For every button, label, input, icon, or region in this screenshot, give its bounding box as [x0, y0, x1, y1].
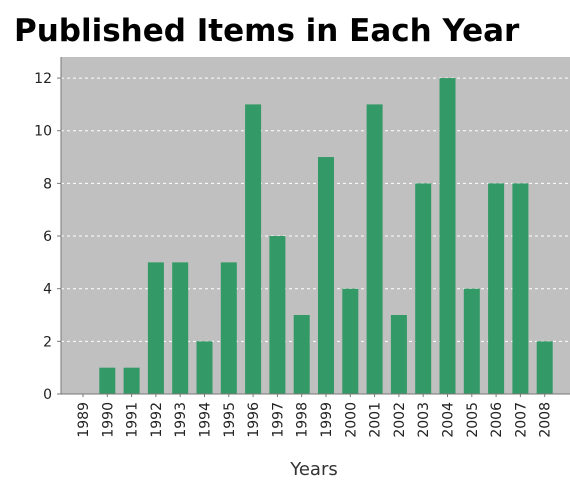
x-tick-label-2000: 2000	[343, 402, 359, 438]
x-tick-label-1996: 1996	[246, 402, 262, 438]
x-tick-label-1991: 1991	[125, 402, 141, 438]
y-tick-label: 2	[43, 334, 52, 350]
y-tick-label: 0	[43, 387, 52, 403]
y-tick-label: 8	[43, 176, 52, 192]
x-tick-label-2002: 2002	[392, 402, 408, 438]
bar-1999	[318, 157, 334, 394]
bar-1993	[172, 262, 188, 394]
x-tick-label-1994: 1994	[198, 402, 214, 438]
y-tick-label: 10	[34, 124, 52, 140]
x-tick-label-2005: 2005	[465, 402, 481, 438]
bar-2006	[488, 183, 504, 394]
bar-1990	[99, 368, 115, 394]
bar-2000	[342, 289, 358, 394]
y-tick-label: 12	[34, 71, 52, 87]
x-tick-label-1997: 1997	[270, 402, 286, 438]
y-tick-label: 4	[43, 282, 52, 298]
bar-1995	[221, 262, 237, 394]
bar-2002	[391, 315, 407, 394]
x-tick-label-2003: 2003	[416, 402, 432, 438]
chart-title: Published Items in Each Year	[14, 13, 520, 49]
bar-2005	[464, 289, 480, 394]
x-tick-label-1995: 1995	[222, 402, 238, 438]
bar-2003	[415, 183, 431, 394]
bar-2008	[537, 341, 553, 394]
x-axis-ticks: 1989 1990 1991 1992 1993 1994 1995 1996 1997 1998…	[76, 394, 554, 438]
x-tick-label-2007: 2007	[513, 402, 529, 438]
bar-2004	[440, 78, 456, 394]
bar-2001	[367, 104, 383, 394]
bar-1996	[245, 104, 261, 394]
bar-1994	[197, 341, 213, 394]
x-tick-label-1990: 1990	[100, 402, 116, 438]
x-tick-label-2008: 2008	[538, 402, 554, 438]
x-axis-label: Years	[289, 459, 338, 480]
x-tick-label-1999: 1999	[319, 402, 335, 438]
y-tick-label: 6	[43, 229, 52, 245]
bar-2007	[512, 183, 528, 394]
bar-1998	[294, 315, 310, 394]
x-tick-label-2006: 2006	[489, 402, 505, 438]
x-tick-label-1993: 1993	[173, 402, 189, 438]
bar-1997	[269, 236, 285, 394]
bar-1992	[148, 262, 164, 394]
bar-1991	[124, 368, 140, 394]
x-tick-label-2004: 2004	[441, 402, 457, 438]
x-tick-label-1992: 1992	[149, 402, 165, 438]
x-tick-label-1989: 1989	[76, 402, 92, 438]
x-tick-label-1998: 1998	[295, 402, 311, 438]
y-axis-ticks: 0 2 4 6 8 10 12	[34, 71, 61, 403]
x-tick-label-2001: 2001	[368, 402, 384, 438]
